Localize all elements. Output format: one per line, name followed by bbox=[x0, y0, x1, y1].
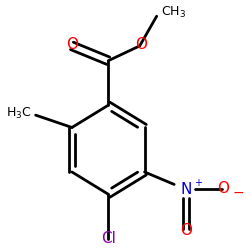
Text: CH$_3$: CH$_3$ bbox=[162, 5, 186, 20]
Text: −: − bbox=[233, 186, 244, 200]
Text: H$_3$C: H$_3$C bbox=[6, 106, 32, 122]
Text: O: O bbox=[217, 180, 229, 196]
Text: Cl: Cl bbox=[101, 231, 116, 246]
Text: O: O bbox=[66, 37, 78, 52]
Text: N: N bbox=[180, 182, 192, 197]
Text: +: + bbox=[194, 178, 202, 188]
Text: O: O bbox=[180, 222, 192, 238]
Text: O: O bbox=[135, 37, 147, 52]
